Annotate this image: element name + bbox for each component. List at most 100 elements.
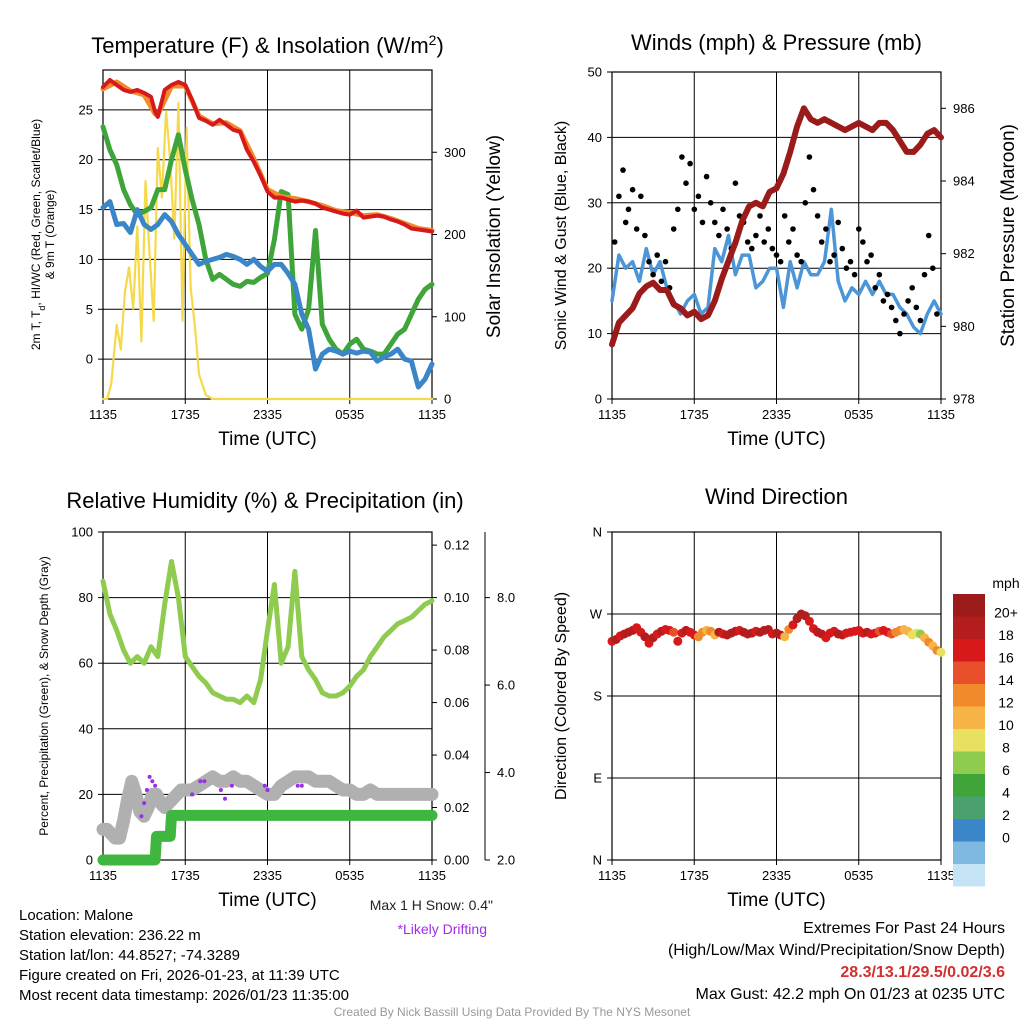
direction-point [936, 647, 946, 657]
x-axis-label: Time (UTC) [218, 429, 317, 450]
gust-point [880, 298, 887, 304]
gust-point [646, 258, 652, 265]
gust-point [843, 265, 850, 272]
colorbar-label: 0 [1002, 830, 1010, 846]
pressure-axis-tick-label: 978 [953, 392, 975, 407]
solar-axis-tick-label: 200 [444, 227, 466, 242]
colorbar-swatch [953, 841, 985, 864]
colorbar-swatch [953, 796, 985, 819]
colorbar-swatch [953, 616, 985, 639]
gust-point [872, 285, 878, 291]
x-tick-label: 0535 [335, 407, 364, 422]
gust-point [773, 252, 780, 258]
x-tick-label: 1135 [598, 407, 626, 422]
gust-point [823, 226, 829, 232]
colorbar-swatch [953, 684, 985, 707]
y-axis-label-line2: & 9m T (Orange) [43, 190, 57, 280]
solar-axis-tick-label: 100 [444, 309, 466, 324]
precip-axis-tick-label: 0.08 [444, 643, 469, 658]
snow-depth-series-line [96, 770, 439, 845]
gust-point [930, 265, 936, 272]
drifting-point [150, 779, 155, 784]
plot-frame [611, 71, 942, 400]
x-tick-label: 0535 [335, 868, 364, 883]
gust-point [901, 311, 907, 317]
gust-point [629, 186, 636, 193]
y-tick-label: 100 [71, 525, 93, 540]
y-tick-label: 0 [86, 853, 93, 868]
chart-title: Relative Humidity (%) & Precipitation (i… [66, 488, 463, 513]
colorbar-label: 6 [1002, 762, 1010, 778]
x-tick-label: 2335 [762, 868, 791, 883]
gust-point [827, 258, 833, 265]
x-tick-label: 1735 [171, 868, 200, 883]
gust-point [744, 239, 751, 245]
x-tick-label: 1135 [418, 407, 446, 422]
x-tick-label: 0535 [844, 868, 873, 883]
gust-point [781, 213, 788, 219]
station-info: Location: Malone Station elevation: 236.… [19, 906, 349, 1006]
colorbar-swatch [953, 594, 985, 617]
gust-point [860, 239, 866, 245]
y-tick-label: 10 [79, 252, 93, 267]
max-snow-note: Max 1 H Snow: 0.4" [369, 897, 493, 913]
y-tick-label: 30 [588, 195, 602, 210]
chart-title: Winds (mph) & Pressure (mb) [631, 30, 922, 55]
gust-point [620, 167, 626, 173]
precip-axis-tick-label: 0.06 [444, 695, 469, 710]
plot-frame [102, 531, 433, 861]
drifting-point [265, 788, 270, 792]
x-tick-label: 1135 [927, 868, 955, 883]
gust-point [769, 245, 776, 252]
gust-point [658, 278, 665, 285]
gust-point [622, 219, 629, 226]
gust-point [650, 271, 656, 278]
gust-point [611, 239, 618, 245]
x-tick-label: 1135 [927, 407, 955, 422]
x-tick-label: 1735 [680, 407, 709, 422]
gust-point [761, 239, 767, 245]
gust-point [893, 317, 899, 324]
colorbar-label: 4 [1002, 785, 1010, 801]
gust-point [802, 200, 809, 206]
y-tick-label: 25 [79, 102, 93, 117]
gust-point [897, 330, 903, 337]
gust-point [712, 219, 718, 226]
x-axis-label: Time (UTC) [218, 890, 317, 911]
rh-series-line [100, 559, 435, 706]
drifting-point [139, 814, 144, 819]
y-axis-label: Direction (Colored By Speed) [553, 592, 570, 800]
latlon-text: Station lat/lon: 44.8527; -74.3289 [19, 947, 241, 964]
y-tick-label: 0 [595, 392, 602, 407]
gust-point [856, 226, 862, 232]
y-tick-label: 5 [86, 302, 93, 317]
gust-point [616, 193, 622, 200]
drifting-point [299, 783, 304, 788]
colorbar-swatch [953, 729, 985, 752]
gust-point [633, 226, 640, 232]
gust-point [876, 271, 883, 278]
gust-point [884, 291, 891, 298]
colorbar-swatch [953, 819, 985, 842]
colorbar-label: 20+ [994, 605, 1018, 621]
gust-point [691, 206, 698, 213]
colorbar-label: 12 [998, 695, 1014, 711]
direction-point [669, 627, 679, 637]
extremes-title: Extremes For Past 24 Hours [803, 920, 1005, 937]
x-tick-label: 1135 [598, 868, 626, 883]
gust-point [703, 173, 710, 180]
y-tick-label: 10 [588, 326, 602, 341]
gust-point [786, 239, 792, 245]
extremes-block: Extremes For Past 24 Hours (High/Low/Max… [668, 918, 1005, 1006]
y-tick-label: 50 [588, 65, 602, 80]
created-text: Figure created on Fri, 2026-01-23, at 11… [19, 967, 340, 984]
precip-axis-tick-label: 0.12 [444, 538, 469, 553]
gust-point [913, 304, 920, 311]
gust-point [851, 271, 858, 278]
gust-point [794, 252, 800, 258]
gust-point [724, 226, 730, 232]
